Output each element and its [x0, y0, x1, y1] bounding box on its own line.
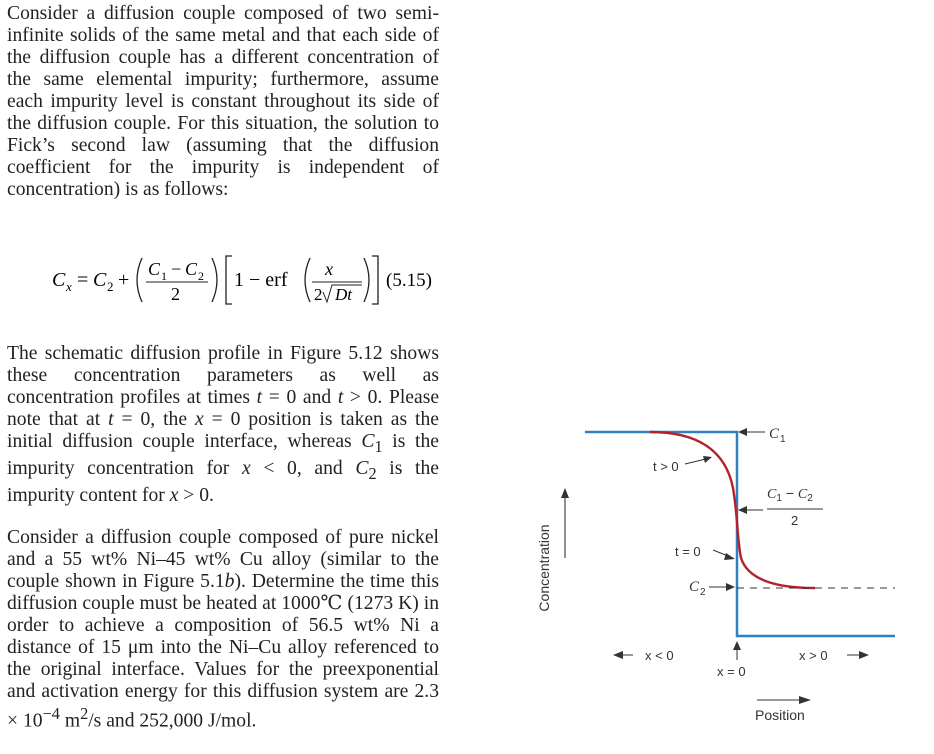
text-column: Consider a diffusion couple composed of … [7, 3, 439, 732]
eq-c2: C [93, 269, 107, 291]
eq-erf-left-paren [304, 257, 311, 303]
label-c2: C [689, 579, 700, 595]
eq-lhs-sub: x [65, 279, 72, 294]
c2-arrowhead [726, 583, 735, 591]
eq-frac-num-sub1: 1 [161, 269, 167, 283]
diffusion-profile-figure: Concentration C 1 C1 − C2 2 t > 0 t = 0 … [536, 426, 895, 723]
label-mid-num: C1 − C2 [767, 485, 813, 504]
eq-erf-den-var: Dt [334, 285, 353, 304]
eq-frac-num-c1: C [148, 259, 161, 279]
eq-frac-num-sub2: 2 [198, 269, 204, 283]
x-axis-arrowhead [799, 696, 811, 704]
t-positive-arrowhead [703, 456, 712, 463]
label-c2-sub: 2 [700, 587, 706, 598]
eq-frac-den: 2 [171, 284, 180, 304]
eq-plus: + [118, 269, 129, 291]
eq-number: (5.15) [386, 270, 432, 291]
eq-c2-sub: 2 [107, 279, 114, 294]
eq-erf-right-paren [363, 257, 370, 303]
eq-one-minus-erf: 1 − erf [234, 269, 288, 291]
paragraph-profile-description: The schematic diffusion profile in Figur… [7, 343, 440, 506]
label-mid-den: 2 [791, 513, 798, 528]
paragraph-problem: Consider a diffusion couple composed of … [7, 527, 439, 732]
paragraph-intro: Consider a diffusion couple composed of … [7, 3, 439, 200]
eq-erf-den-coef: 2 [314, 285, 323, 304]
mid-arrowhead [738, 506, 747, 514]
eq-equals: = [77, 269, 88, 291]
diffused-profile [649, 430, 816, 590]
label-c1: C [769, 426, 780, 442]
c1-arrowhead [738, 428, 747, 436]
initial-step-profile [585, 430, 895, 638]
eq-right-paren [211, 257, 218, 303]
eq-right-bracket [372, 255, 379, 305]
y-axis-arrowhead [561, 488, 569, 498]
t-zero-arrowhead [724, 553, 735, 560]
eq-frac-num-c2: C [185, 259, 198, 279]
eq-lhs: C [52, 269, 66, 291]
eq-frac-minus: − [171, 259, 181, 279]
equation-5-15: C x = C 2 + C 1 − C 2 2 1 − erf x 2 Dt (… [52, 255, 432, 305]
label-t-zero: t = 0 [675, 544, 701, 559]
eq-left-bracket [225, 255, 232, 305]
label-c1-sub: 1 [780, 434, 786, 445]
eq-erf-num: x [324, 259, 333, 279]
x-axis-label: Position [755, 707, 805, 723]
label-x-positive: x > 0 [799, 648, 828, 663]
label-x-zero: x = 0 [717, 664, 746, 679]
x-zero-arrowhead [733, 641, 741, 650]
eq-left-paren [136, 257, 143, 303]
x-pos-arrowhead [859, 651, 869, 659]
eq-sqrt-sign [322, 284, 362, 304]
label-t-positive: t > 0 [653, 459, 679, 474]
y-axis-label: Concentration [536, 524, 552, 611]
label-x-negative: x < 0 [645, 648, 674, 663]
x-neg-arrowhead [613, 651, 623, 659]
